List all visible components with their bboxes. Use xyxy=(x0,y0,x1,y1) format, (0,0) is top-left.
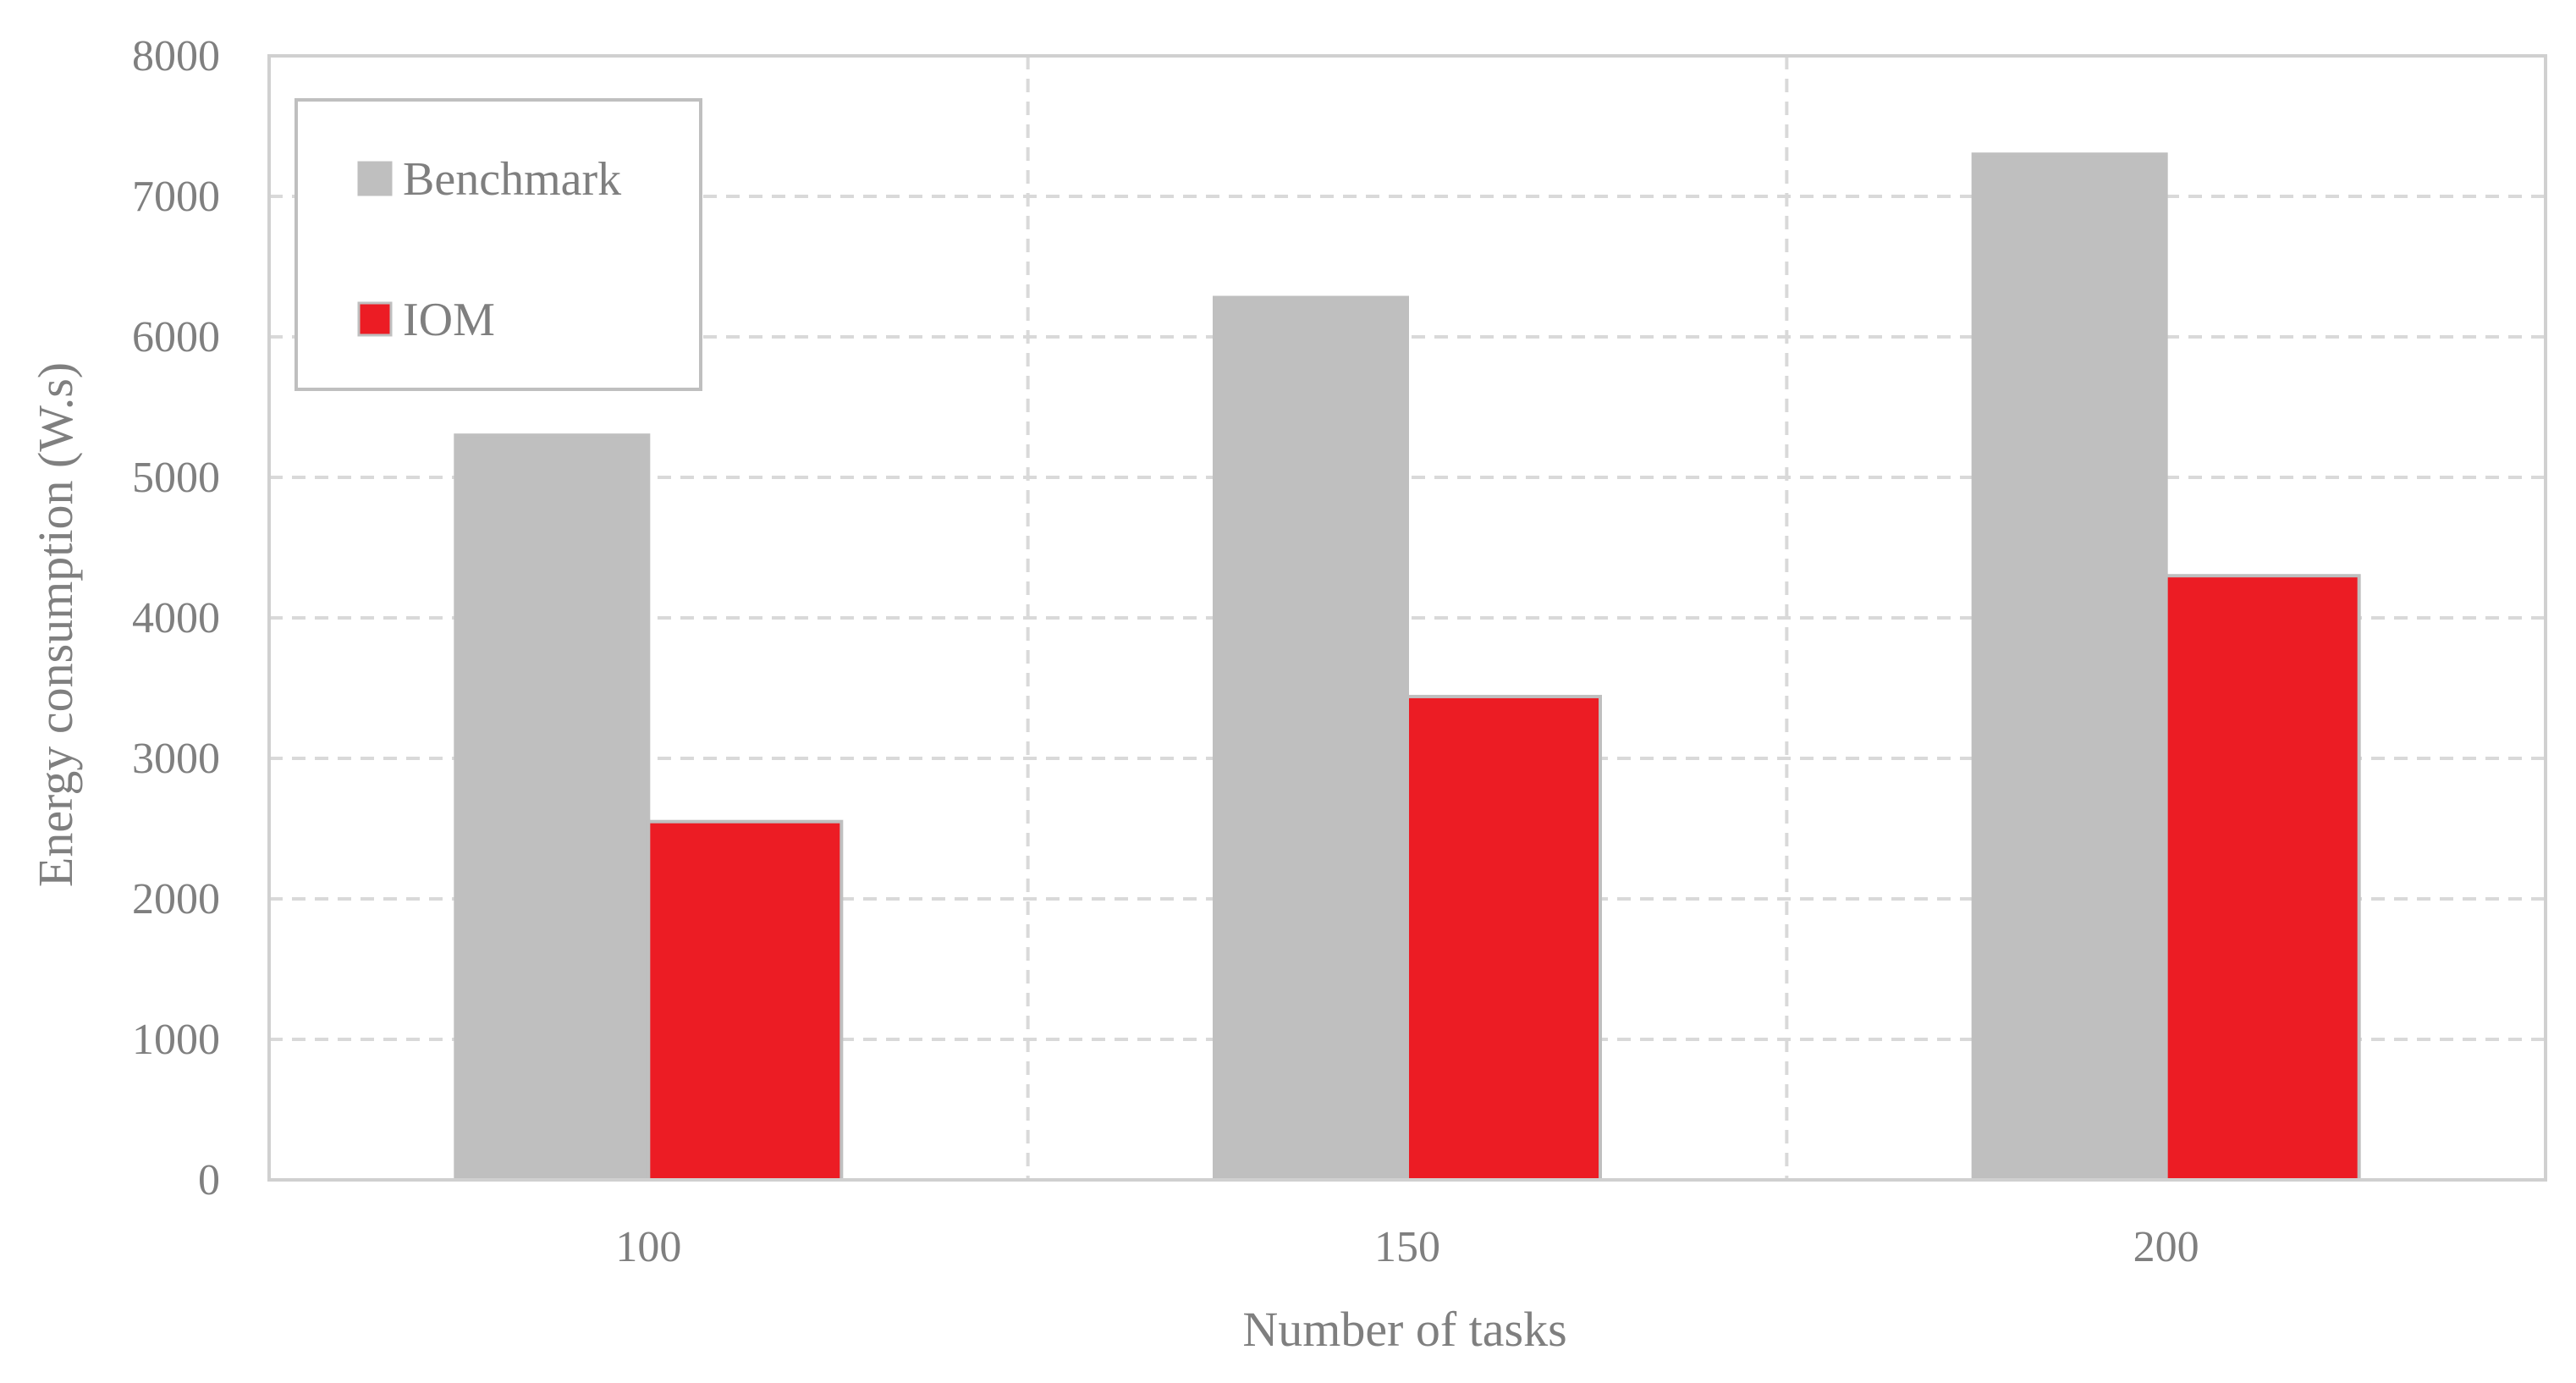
x-tick-label: 100 xyxy=(615,1223,681,1271)
legend-swatch-benchmark xyxy=(357,161,393,196)
x-tick-label: 200 xyxy=(2133,1223,2199,1271)
legend: Benchmark IOM xyxy=(294,98,702,391)
axes xyxy=(267,54,2547,1182)
legend-swatch-iom xyxy=(357,301,393,337)
y-tick-labels: 0 1000 2000 3000 4000 5000 6000 7000 8000 xyxy=(132,32,220,1204)
legend-box xyxy=(294,98,702,391)
y-tick-label: 3000 xyxy=(132,735,220,783)
bar-benchmark-100 xyxy=(454,433,651,1182)
y-tick-label: 5000 xyxy=(132,454,220,502)
x-axis-title: Number of tasks xyxy=(1242,1302,1566,1357)
bars xyxy=(454,152,2361,1182)
y-tick-label: 0 xyxy=(198,1156,220,1204)
bar-benchmark-200 xyxy=(1971,152,2168,1182)
y-tick-label: 6000 xyxy=(132,313,220,361)
bar-benchmark-150 xyxy=(1213,295,1409,1182)
y-tick-label: 1000 xyxy=(132,1016,220,1064)
y-tick-label: 7000 xyxy=(132,173,220,221)
y-tick-label: 2000 xyxy=(132,875,220,923)
bar-iom-150 xyxy=(1406,694,1602,1182)
y-tick-label: 8000 xyxy=(132,32,220,80)
bar-iom-200 xyxy=(2164,574,2361,1182)
x-tick-labels: 100 150 200 xyxy=(615,1223,2199,1271)
legend-label-benchmark: Benchmark xyxy=(403,153,621,206)
plot-frame xyxy=(267,54,2547,1182)
legend-label-iom: IOM xyxy=(403,294,495,346)
y-tick-label: 4000 xyxy=(132,594,220,642)
bar-iom-100 xyxy=(647,819,844,1182)
x-tick-label: 150 xyxy=(1374,1223,1440,1271)
y-axis-title: Energy consumption (W.s) xyxy=(28,362,83,887)
